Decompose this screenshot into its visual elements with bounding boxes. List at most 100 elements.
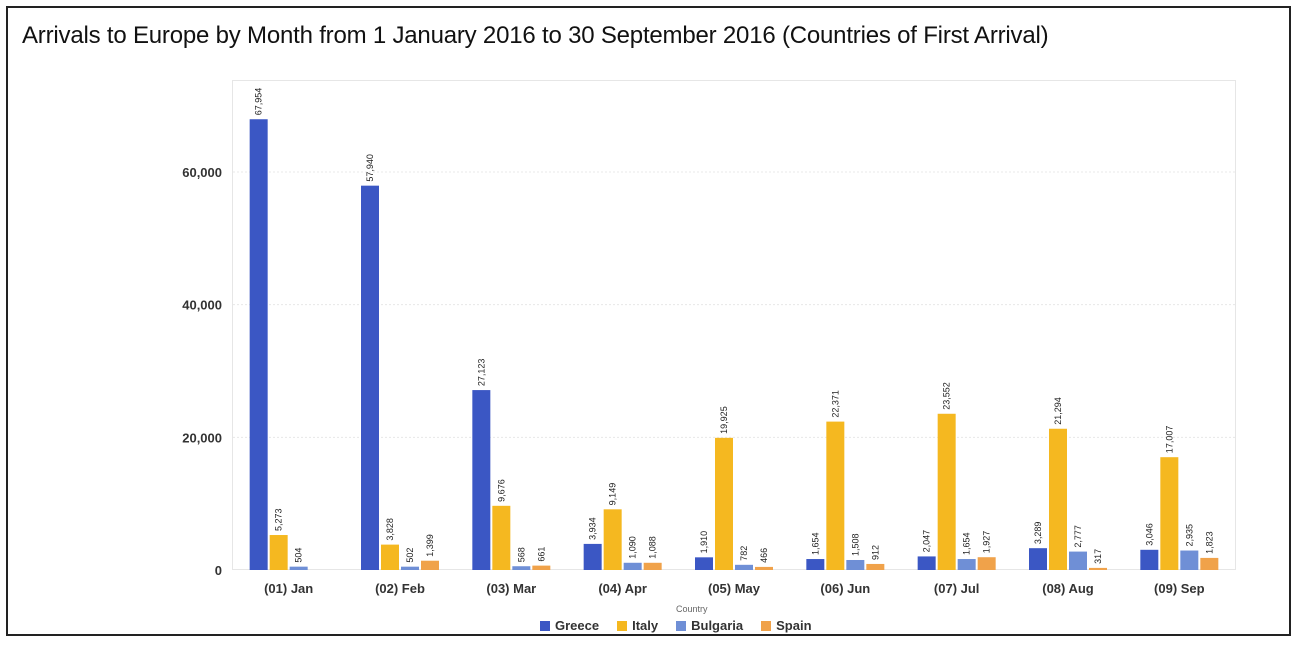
x-tick-label: (08) Aug (1042, 581, 1094, 596)
data-label: 1,654 (962, 532, 972, 555)
data-label: 1,910 (699, 531, 709, 554)
plot-area (232, 80, 1236, 570)
bar-bulgaria (512, 566, 531, 570)
data-label: 3,289 (1033, 522, 1043, 545)
bar-spain (532, 565, 551, 570)
data-label: 1,654 (810, 532, 820, 555)
bar-bulgaria (1069, 551, 1087, 570)
bar-spain (643, 562, 662, 570)
y-tick-label: 40,000 (182, 298, 222, 313)
y-tick-label: 20,000 (182, 430, 222, 445)
legend-item-italy[interactable]: Italy (617, 618, 658, 633)
data-label: 57,940 (365, 154, 375, 182)
bar-greece (695, 557, 713, 570)
x-tick-label: (04) Apr (598, 581, 647, 596)
data-label: 19,925 (719, 406, 729, 434)
bar-bulgaria (957, 559, 976, 570)
legend-title: Country (676, 604, 708, 614)
bar-spain (866, 563, 885, 570)
bar-spain (421, 560, 439, 570)
x-tick-label: (01) Jan (264, 581, 313, 596)
data-label: 568 (516, 547, 526, 562)
legend-label: Spain (776, 618, 812, 633)
data-label: 21,294 (1053, 397, 1063, 425)
data-label: 2,047 (922, 530, 932, 553)
bar-greece (1140, 549, 1159, 570)
data-label: 317 (1093, 549, 1103, 564)
bar-bulgaria (846, 559, 865, 570)
bar-greece (361, 185, 379, 570)
data-label: 1,399 (425, 534, 435, 557)
y-tick-label: 0 (215, 563, 222, 578)
bar-greece (583, 543, 602, 570)
legend-swatch (761, 620, 772, 631)
data-label: 661 (536, 547, 546, 562)
legend: Greece Italy Bulgaria Spain (540, 618, 812, 633)
data-label: 782 (739, 546, 749, 561)
legend-item-bulgaria[interactable]: Bulgaria (676, 618, 743, 633)
bar-italy (603, 509, 622, 570)
data-label: 1,508 (850, 533, 860, 556)
data-label: 3,046 (1144, 523, 1154, 546)
data-label: 504 (294, 548, 304, 563)
bar-italy (492, 505, 511, 570)
data-label: 9,676 (496, 479, 506, 502)
bar-greece (249, 119, 268, 570)
legend-swatch (617, 620, 628, 631)
data-label: 3,828 (385, 518, 395, 541)
x-tick-label: (02) Feb (375, 581, 425, 596)
data-label: 466 (759, 548, 769, 563)
data-label: 2,935 (1184, 524, 1194, 547)
bar-spain (1089, 567, 1107, 570)
data-label: 502 (405, 548, 415, 563)
bar-bulgaria (623, 562, 642, 570)
data-label: 3,934 (588, 517, 598, 540)
data-label: 5,273 (274, 508, 284, 531)
data-label: 67,954 (254, 88, 264, 116)
bar-greece (806, 559, 825, 570)
bar-greece (917, 556, 936, 570)
y-tick-label: 60,000 (182, 165, 222, 180)
bar-italy (269, 535, 288, 570)
legend-item-greece[interactable]: Greece (540, 618, 599, 633)
legend-label: Greece (555, 618, 600, 633)
data-label: 23,552 (942, 382, 952, 410)
bar-greece (472, 390, 491, 570)
legend-swatch (540, 620, 550, 631)
data-label: 9,149 (608, 483, 618, 506)
data-label: 27,123 (476, 359, 486, 387)
data-label: 1,090 (628, 536, 638, 559)
data-label: 1,927 (982, 531, 992, 554)
data-label: 2,777 (1073, 525, 1083, 548)
bar-spain (1200, 557, 1219, 570)
bar-bulgaria (401, 566, 419, 570)
bar-italy (937, 413, 956, 570)
bar-bulgaria (1180, 550, 1199, 570)
bar-italy (1160, 457, 1179, 570)
bar-spain (755, 566, 773, 570)
x-tick-label: (03) Mar (486, 581, 536, 596)
data-label: 22,371 (830, 390, 840, 418)
data-label: 912 (870, 545, 880, 560)
bar-italy (381, 544, 399, 570)
legend-label: Bulgaria (691, 618, 744, 633)
legend-swatch (676, 620, 687, 631)
x-tick-label: (05) May (708, 581, 761, 596)
legend-item-spain[interactable]: Spain (761, 618, 812, 633)
bar-bulgaria (289, 566, 308, 570)
x-tick-label: (06) Jun (820, 581, 870, 596)
data-label: 17,007 (1164, 426, 1174, 454)
bar-italy (1049, 428, 1067, 570)
bar-greece (1029, 548, 1047, 570)
bar-spain (977, 557, 996, 570)
chart-title: Arrivals to Europe by Month from 1 Janua… (22, 22, 1049, 49)
x-tick-label: (07) Jul (934, 581, 980, 596)
data-label: 1,088 (648, 536, 658, 559)
legend-label: Italy (632, 618, 659, 633)
bar-italy (715, 437, 733, 570)
x-tick-label: (09) Sep (1154, 581, 1205, 596)
data-label: 1,823 (1204, 531, 1214, 554)
bar-italy (826, 421, 845, 570)
bar-bulgaria (735, 564, 753, 570)
